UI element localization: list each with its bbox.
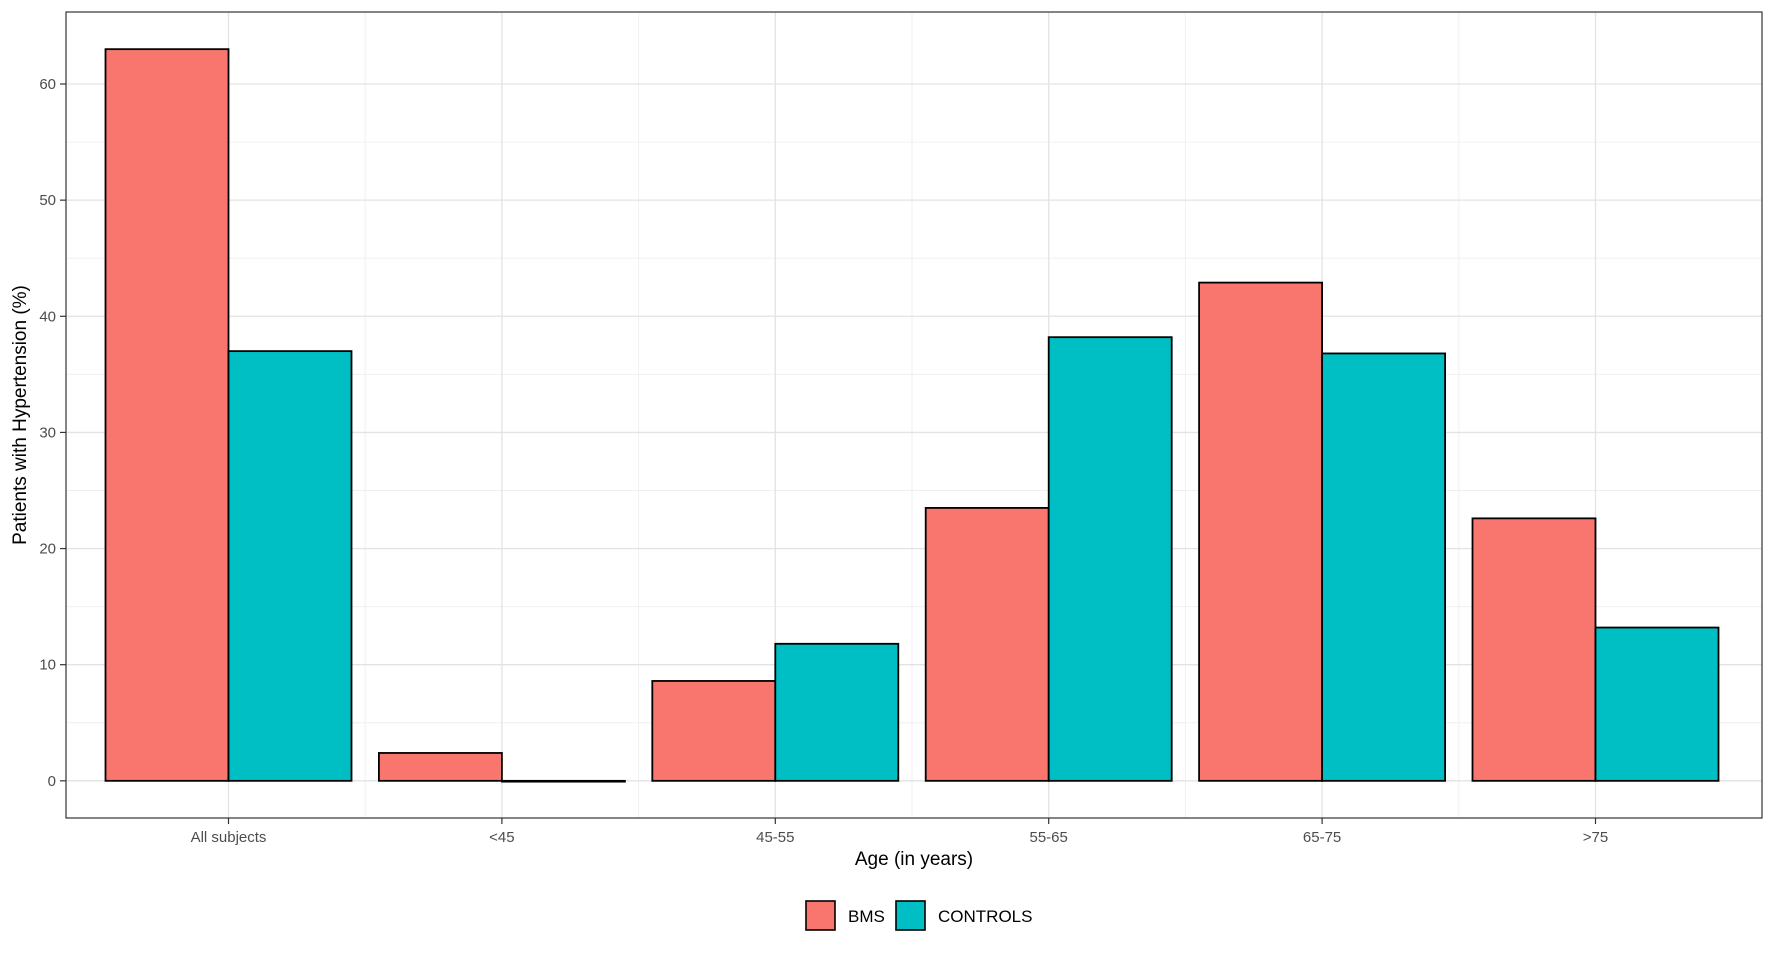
y-axis: 0 10 20 30 40 50 60 xyxy=(39,76,66,790)
legend-key-bms xyxy=(805,900,836,931)
y-tick-label: 40 xyxy=(39,308,56,325)
bar-bms-5 xyxy=(1471,517,1597,782)
x-tick-label: 55-65 xyxy=(1030,829,1068,846)
y-tick-label: 60 xyxy=(39,76,56,93)
y-tick-label: 50 xyxy=(39,192,56,209)
y-tick-label: 0 xyxy=(48,773,56,790)
bars-layer xyxy=(104,48,1720,783)
bar-controls-0 xyxy=(227,350,353,782)
panel-border xyxy=(65,11,1763,819)
x-axis: All subjects <45 45-55 55-65 65-75 >75 xyxy=(191,818,1608,846)
x-tick-label: >75 xyxy=(1583,829,1608,846)
x-axis-title: Age (in years) xyxy=(855,849,973,870)
bar-controls-2 xyxy=(774,642,900,782)
y-tick-label: 30 xyxy=(39,424,56,441)
bar-controls-4 xyxy=(1321,352,1446,782)
x-tick-label: All subjects xyxy=(191,829,267,846)
y-tick-label: 20 xyxy=(39,541,56,558)
bar-bms-2 xyxy=(651,680,777,782)
bar-bms-3 xyxy=(924,507,1050,782)
bar-controls-5 xyxy=(1594,626,1720,782)
legend-label-bms: BMS xyxy=(848,907,885,926)
x-tick-label: 45-55 xyxy=(756,829,794,846)
x-tick-label: 65-75 xyxy=(1303,829,1341,846)
bar-controls-3 xyxy=(1047,336,1173,782)
y-axis-title: Patients with Hypertension (%) xyxy=(10,285,31,545)
y-tick-label: 10 xyxy=(39,657,56,674)
legend: BMS CONTROLS xyxy=(805,900,1032,931)
legend-key-controls xyxy=(895,900,926,931)
bar-controls-1 xyxy=(500,779,626,783)
x-tick-label: <45 xyxy=(489,829,514,846)
bar-bms-0 xyxy=(104,48,230,782)
bar-bms-1 xyxy=(377,752,503,782)
bar-bms-4 xyxy=(1198,281,1323,782)
legend-label-controls: CONTROLS xyxy=(938,907,1032,926)
